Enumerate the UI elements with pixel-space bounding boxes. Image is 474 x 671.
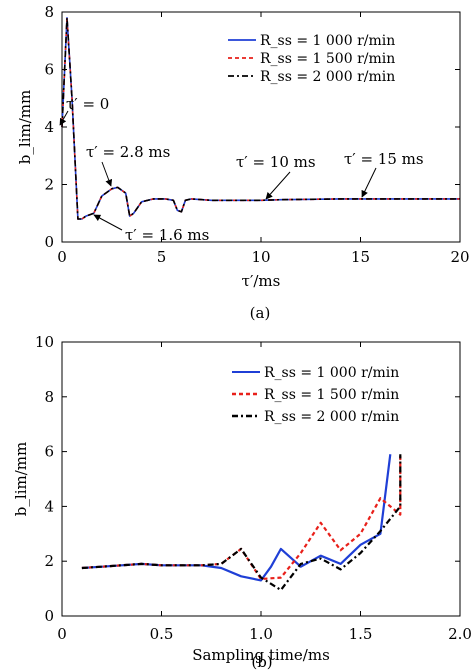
series-line-3 [81, 454, 402, 592]
annotation-arrow [101, 161, 113, 187]
y-tick-label: 2 [44, 552, 54, 570]
annotation-arrow [93, 214, 123, 231]
series-line-3 [61, 16, 460, 220]
panel-caption-a: (a) [250, 304, 271, 322]
y-tick-label: 8 [44, 3, 54, 21]
annotation-label: τ′ = 0 [66, 95, 109, 113]
panel-caption-b: (b) [251, 653, 272, 671]
x-tick-label: 10 [251, 248, 270, 266]
annotation-label: τ′ = 1.6 ms [125, 226, 209, 244]
y-tick-label: 6 [44, 443, 54, 461]
axis-ticks-a [61, 11, 461, 243]
x-axis-label: τ′/ms [242, 272, 281, 290]
y-tick-label: 4 [44, 497, 54, 515]
legend-label: R_ss = 1 000 r/min [264, 365, 399, 381]
y-axis-label: b_lim/mm [16, 90, 34, 164]
annotation-arrow [265, 171, 291, 200]
legend-b: R_ss = 1 000 r/min R_ss = 1 500 r/min R_… [232, 365, 399, 425]
y-tick-label: 8 [44, 388, 54, 406]
chart-panel-a: 0 5 10 15 20 0 2 4 6 8 τ′/ms b_lim/mm R_… [16, 3, 470, 322]
series-group-a [61, 16, 460, 220]
y-tick-label: 0 [44, 233, 54, 251]
y-tick-label: 10 [35, 333, 54, 351]
y-tick-label: 4 [44, 118, 54, 136]
y-tick-label: 0 [44, 607, 54, 625]
x-axis-label: Sampling time/ms [192, 646, 330, 664]
x-tick-label: 5 [157, 248, 167, 266]
x-tick-label: 1.0 [249, 625, 273, 643]
y-tick-label: 6 [44, 61, 54, 79]
series-line-1 [81, 454, 392, 582]
annotation-arrow [361, 167, 377, 198]
legend-label: R_ss = 2 000 r/min [260, 69, 395, 85]
legend-label: R_ss = 2 000 r/min [264, 409, 399, 425]
axis-ticks-b [61, 341, 461, 617]
chart-panel-b: 0 0.5 1.0 1.5 2.0 0 2 4 6 8 10 Sampling … [12, 333, 472, 671]
legend-label: R_ss = 1 500 r/min [264, 387, 399, 403]
x-tick-label: 0 [57, 248, 67, 266]
x-tick-label: 20 [450, 248, 469, 266]
x-tick-label: 15 [351, 248, 370, 266]
annotation-arrow [59, 110, 69, 126]
x-tick-label: 2.0 [448, 625, 472, 643]
series-group-b [81, 454, 402, 592]
y-tick-label: 2 [44, 176, 54, 194]
annotation-label: τ′ = 15 ms [344, 150, 424, 168]
y-axis-label: b_lim/mm [12, 442, 30, 516]
x-tick-label: 1.5 [349, 625, 373, 643]
legend-label: R_ss = 1 500 r/min [260, 51, 395, 67]
legend-a: R_ss = 1 000 r/min R_ss = 1 500 r/min R_… [228, 33, 395, 85]
x-tick-label: 0 [57, 625, 67, 643]
legend-label: R_ss = 1 000 r/min [260, 33, 395, 49]
x-tick-label: 0.5 [150, 625, 174, 643]
annotation-label: τ′ = 10 ms [236, 153, 316, 171]
annotation-label: τ′ = 2.8 ms [86, 143, 170, 161]
annotations-a: τ′ = 0 τ′ = 2.8 ms τ′ = 1.6 ms τ′ = 10 m… [59, 95, 424, 244]
